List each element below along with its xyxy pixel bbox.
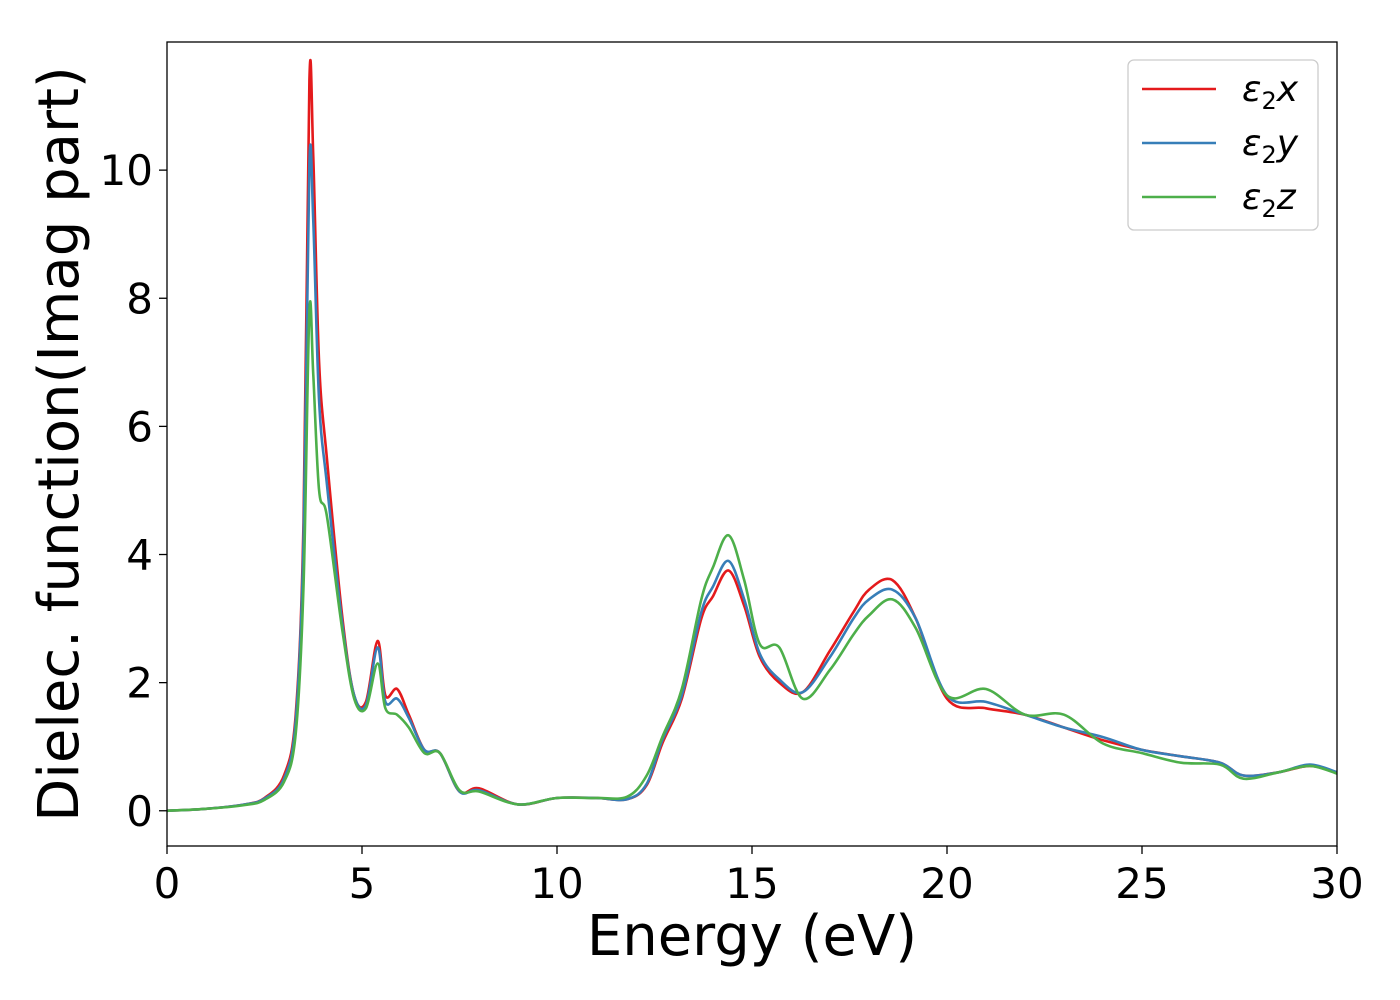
y-axis-title: Dielec. function(Imag part) <box>27 66 92 822</box>
x-tick-label: 5 <box>349 859 376 908</box>
x-tick-label: 20 <box>920 859 973 908</box>
series-lines <box>166 59 1338 813</box>
y-tick-label: 8 <box>126 274 153 323</box>
y-tick-label: 10 <box>100 146 153 195</box>
y-tick-label: 6 <box>126 402 153 451</box>
y-tick-label: 2 <box>126 659 153 708</box>
legend-label-z: ε2z <box>1242 177 1297 223</box>
y-tick-label: 4 <box>126 531 153 580</box>
x-tick-label: 0 <box>154 859 181 908</box>
series-line-z <box>166 300 1338 813</box>
x-tick-label: 30 <box>1310 859 1363 908</box>
y-axis-ticks: 0 2 4 6 8 10 <box>100 146 167 836</box>
legend-label-y: ε2y <box>1242 123 1299 169</box>
legend: ε2x ε2y ε2z <box>1127 59 1319 231</box>
legend-entries: ε2x ε2y ε2z <box>1142 69 1299 223</box>
y-tick-label: 0 <box>126 787 153 836</box>
legend-box <box>1127 59 1319 231</box>
legend-label-x: ε2x <box>1242 69 1299 115</box>
x-tick-label: 15 <box>725 859 778 908</box>
x-axis-title: Energy (eV) <box>587 904 917 969</box>
x-tick-label: 10 <box>530 859 583 908</box>
x-axis-ticks: 0 5 10 15 20 25 30 <box>154 846 1364 908</box>
x-tick-label: 25 <box>1115 859 1168 908</box>
